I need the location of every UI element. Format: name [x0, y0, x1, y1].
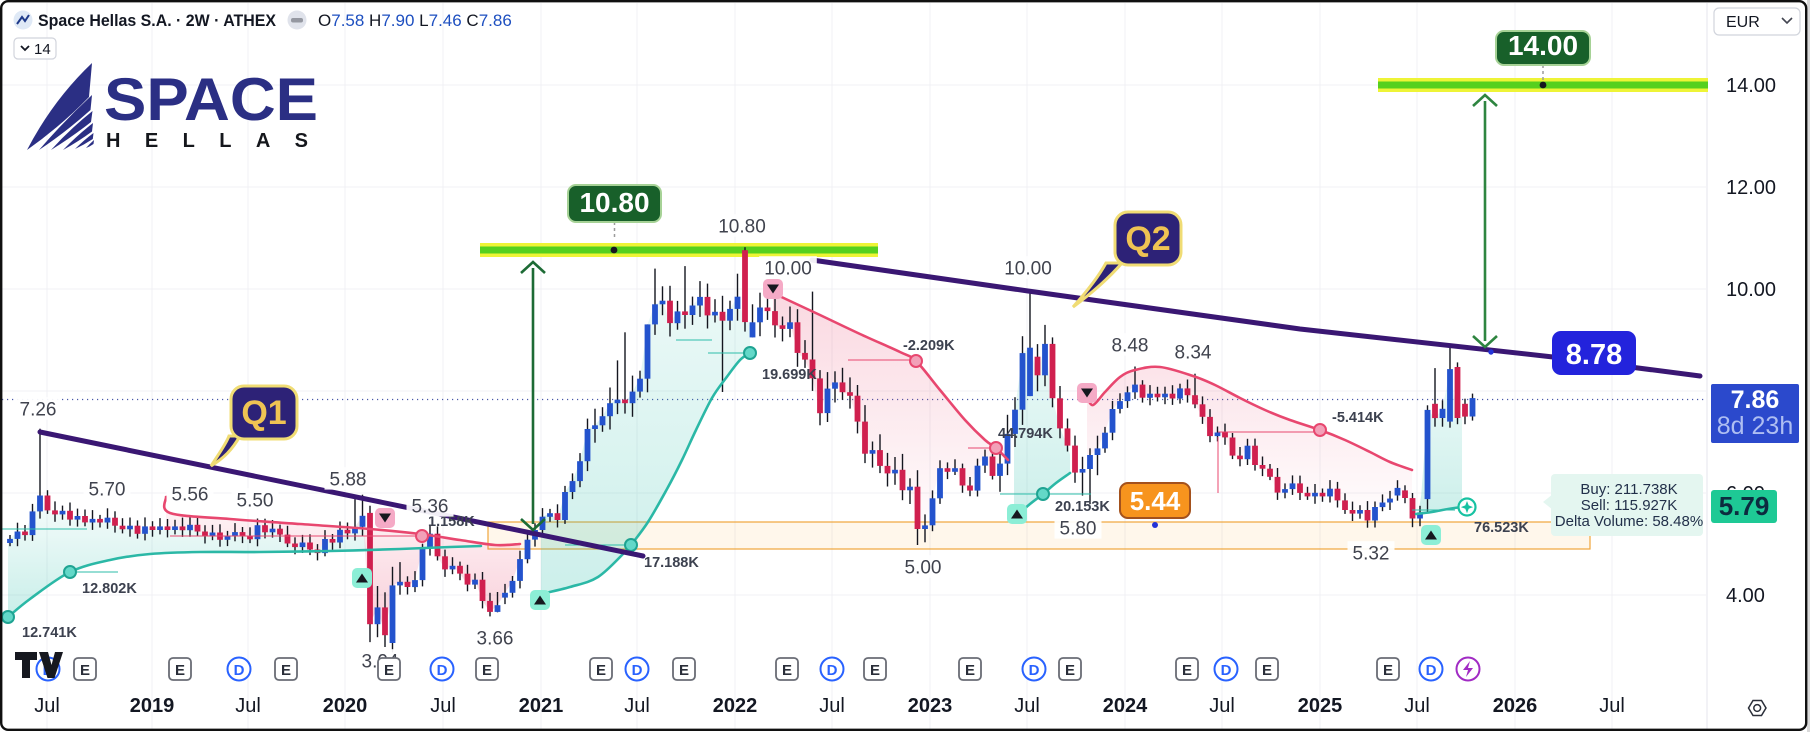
svg-text:D: D: [234, 662, 245, 679]
svg-text:E: E: [482, 662, 492, 679]
svg-text:8.34: 8.34: [1175, 343, 1212, 364]
svg-text:E: E: [596, 662, 606, 679]
svg-text:5.70: 5.70: [89, 480, 126, 501]
svg-text:HELLAS: HELLAS: [106, 130, 332, 152]
svg-text:-2.209K: -2.209K: [903, 338, 955, 354]
svg-text:19.699K: 19.699K: [762, 367, 817, 383]
svg-text:D: D: [1426, 662, 1437, 679]
svg-text:5.79: 5.79: [1719, 491, 1770, 521]
svg-text:5.50: 5.50: [237, 491, 274, 512]
svg-text:Jul: Jul: [1014, 695, 1040, 717]
svg-text:5.44: 5.44: [1130, 486, 1181, 516]
svg-text:Jul: Jul: [430, 695, 456, 717]
svg-text:14.00: 14.00: [1508, 30, 1578, 61]
svg-text:17.188K: 17.188K: [644, 555, 699, 571]
svg-text:SPACE: SPACE: [104, 66, 318, 133]
svg-text:10.00: 10.00: [1726, 279, 1776, 301]
svg-text:5.88: 5.88: [330, 470, 367, 491]
svg-text:E: E: [1182, 662, 1192, 679]
svg-text:44.794K: 44.794K: [998, 426, 1053, 442]
svg-text:Jul: Jul: [1599, 695, 1625, 717]
svg-text:D: D: [1029, 662, 1040, 679]
svg-text:14: 14: [34, 41, 51, 58]
svg-text:Jul: Jul: [34, 695, 60, 717]
svg-text:-5.414K: -5.414K: [1332, 410, 1384, 426]
svg-text:E: E: [1383, 662, 1393, 679]
svg-text:8.48: 8.48: [1112, 336, 1149, 357]
svg-text:20.153K: 20.153K: [1055, 499, 1110, 515]
svg-text:E: E: [679, 662, 689, 679]
svg-text:E: E: [965, 662, 975, 679]
svg-text:2026: 2026: [1493, 695, 1538, 717]
svg-text:8d 23h: 8d 23h: [1717, 412, 1793, 440]
svg-text:12.00: 12.00: [1726, 177, 1776, 199]
svg-text:E: E: [782, 662, 792, 679]
svg-text:7.26: 7.26: [20, 400, 57, 421]
svg-text:E: E: [281, 662, 291, 679]
svg-text:Jul: Jul: [624, 695, 650, 717]
svg-text:2025: 2025: [1298, 695, 1343, 717]
svg-text:10.80: 10.80: [718, 217, 766, 238]
svg-text:5.56: 5.56: [172, 485, 209, 506]
svg-text:2020: 2020: [323, 695, 368, 717]
svg-text:5.80: 5.80: [1060, 519, 1097, 540]
svg-text:D: D: [437, 662, 448, 679]
svg-text:2024: 2024: [1103, 695, 1148, 717]
svg-text:3.66: 3.66: [477, 629, 514, 650]
svg-text:D: D: [827, 662, 838, 679]
svg-text:10.00: 10.00: [1004, 259, 1052, 280]
svg-text:7.86: 7.86: [1731, 386, 1780, 414]
svg-text:5.36: 5.36: [412, 497, 449, 518]
svg-text:Sell: 115.927K: Sell: 115.927K: [1581, 497, 1677, 514]
svg-text:O7.58 H7.90 L7.46 C7.86: O7.58 H7.90 L7.46 C7.86: [318, 11, 512, 30]
svg-text:E: E: [1262, 662, 1272, 679]
svg-text:Q1: Q1: [241, 394, 286, 432]
svg-text:E: E: [384, 662, 394, 679]
svg-text:5.00: 5.00: [905, 558, 942, 579]
svg-text:10.00: 10.00: [764, 259, 812, 280]
svg-text:2023: 2023: [908, 695, 953, 717]
svg-text:Jul: Jul: [1404, 695, 1430, 717]
svg-text:5.32: 5.32: [1353, 544, 1390, 565]
svg-text:EUR: EUR: [1726, 14, 1760, 31]
svg-text:2022: 2022: [713, 695, 758, 717]
svg-text:D: D: [1221, 662, 1232, 679]
svg-text:Jul: Jul: [819, 695, 845, 717]
svg-text:Q2: Q2: [1125, 220, 1170, 258]
svg-text:Delta Volume: 58.48%: Delta Volume: 58.48%: [1555, 513, 1703, 530]
svg-text:1.158K: 1.158K: [428, 514, 475, 530]
svg-text:12.741K: 12.741K: [22, 625, 77, 641]
svg-text:8.78: 8.78: [1566, 339, 1622, 371]
svg-text:2019: 2019: [130, 695, 175, 717]
svg-text:2021: 2021: [519, 695, 564, 717]
svg-text:76.523K: 76.523K: [1474, 520, 1529, 536]
svg-text:D: D: [632, 662, 643, 679]
svg-text:E: E: [80, 662, 90, 679]
svg-text:E: E: [870, 662, 880, 679]
svg-text:14.00: 14.00: [1726, 75, 1776, 97]
svg-text:E: E: [1065, 662, 1075, 679]
svg-text:Buy: 211.738K: Buy: 211.738K: [1580, 481, 1677, 498]
svg-text:10.80: 10.80: [579, 187, 649, 218]
svg-text:E: E: [175, 662, 185, 679]
svg-text:Space Hellas S.A. · 2W · ATHEX: Space Hellas S.A. · 2W · ATHEX: [38, 11, 277, 30]
svg-text:4.00: 4.00: [1726, 585, 1765, 607]
svg-text:12.802K: 12.802K: [82, 581, 137, 597]
svg-text:Jul: Jul: [235, 695, 261, 717]
svg-text:Jul: Jul: [1209, 695, 1235, 717]
